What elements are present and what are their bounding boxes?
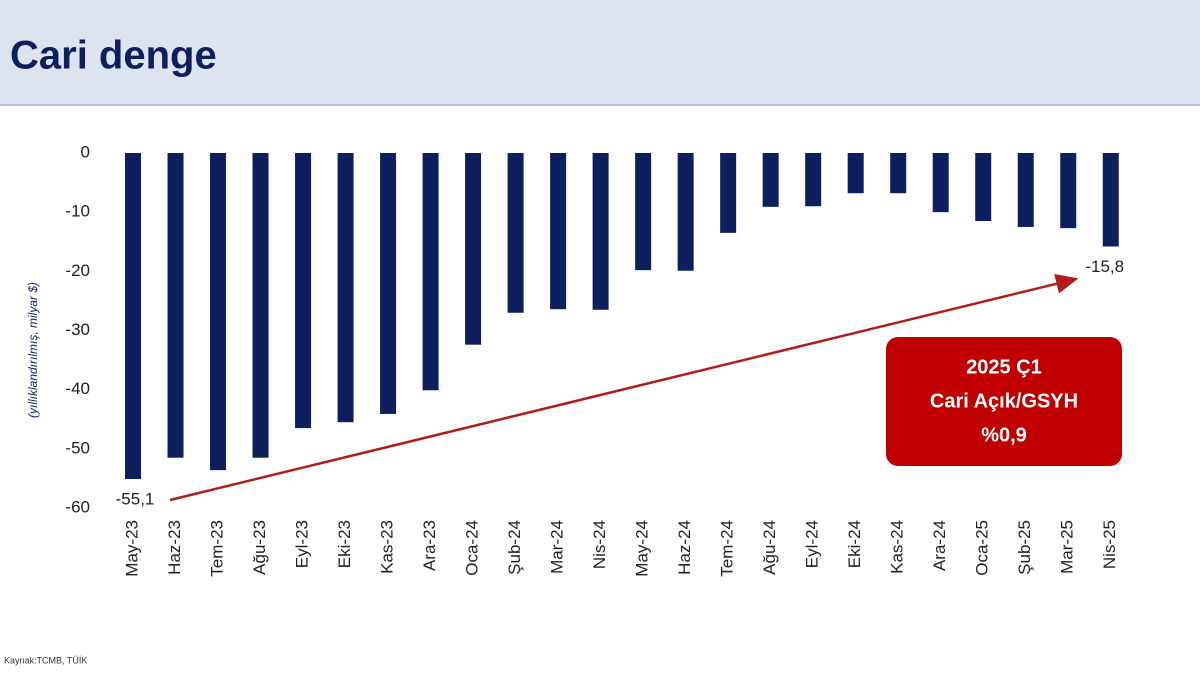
bar: [975, 153, 992, 222]
x-tick-label: Ara-23: [420, 520, 439, 571]
y-tick-label: -40: [65, 379, 90, 398]
y-tick-label: -10: [65, 202, 90, 221]
x-tick-label: Eyl-23: [293, 520, 312, 568]
bar: [252, 153, 269, 458]
y-tick-label: -20: [65, 261, 90, 280]
x-tick-label: Tem-23: [208, 520, 227, 577]
x-tick-label: Haz-24: [675, 520, 694, 575]
bar: [762, 153, 779, 207]
bar: [167, 153, 184, 458]
bar: [635, 153, 652, 271]
y-tick-label: -30: [65, 320, 90, 339]
bar: [465, 153, 482, 345]
x-tick-label: Nis-24: [590, 520, 609, 569]
bar: [550, 153, 567, 310]
callout-line: %0,9: [981, 424, 1027, 446]
bar: [295, 153, 312, 429]
x-tick-label: Eyl-24: [803, 520, 822, 568]
bar: [805, 153, 822, 207]
bar: [847, 153, 864, 194]
x-tick-label: Ara-24: [930, 520, 949, 571]
chart-title: Cari denge: [10, 34, 217, 78]
y-tick-label: -60: [65, 497, 90, 516]
x-tick-label: Mar-25: [1058, 520, 1077, 574]
x-tick-label: May-24: [633, 520, 652, 577]
x-tick-label: Oca-25: [973, 520, 992, 576]
bar: [125, 153, 142, 480]
value-label: -55,1: [116, 489, 155, 508]
x-tick-label: Ağu-23: [250, 520, 269, 575]
callout-box: [886, 337, 1122, 466]
bar: [380, 153, 397, 414]
bar: [507, 153, 524, 313]
x-tick-label: Kas-23: [378, 520, 397, 574]
x-tick-label: Ağu-24: [760, 520, 779, 575]
bar: [1102, 153, 1119, 247]
y-tick-label: 0: [81, 142, 90, 161]
bar: [1060, 153, 1077, 229]
x-tick-label: Eki-24: [845, 520, 864, 568]
x-tick-label: Şub-25: [1015, 520, 1034, 575]
trend-arrow: [169, 274, 1079, 502]
x-tick-label: Eki-23: [335, 520, 354, 568]
bar: [592, 153, 609, 310]
x-tick-label: Oca-24: [463, 520, 482, 576]
bar: [422, 153, 439, 391]
x-tick-label: May-23: [122, 520, 141, 577]
bar: [337, 153, 354, 423]
bar: [932, 153, 949, 213]
y-tick-label: -50: [65, 438, 90, 457]
bar: [720, 153, 737, 233]
x-tick-label: Mar-24: [548, 520, 567, 574]
callout-line: Cari Açık/GSYH: [930, 390, 1078, 412]
header-band: [0, 0, 1200, 105]
y-axis-label: (yıllıklandırılmış, milyar $): [26, 282, 40, 418]
x-tick-label: Şub-24: [505, 520, 524, 575]
source: Kaynak:TCMB, TÜİK: [4, 655, 87, 665]
callout-line: 2025 Ç1: [966, 356, 1042, 378]
bar: [210, 153, 227, 471]
x-tick-label: Kas-24: [888, 520, 907, 574]
bar: [677, 153, 694, 271]
x-tick-label: Haz-23: [165, 520, 184, 575]
bar: [890, 153, 907, 194]
bar: [1017, 153, 1034, 227]
value-label: -15,8: [1085, 257, 1124, 276]
x-tick-label: Nis-25: [1100, 520, 1119, 569]
x-tick-label: Tem-24: [718, 520, 737, 577]
